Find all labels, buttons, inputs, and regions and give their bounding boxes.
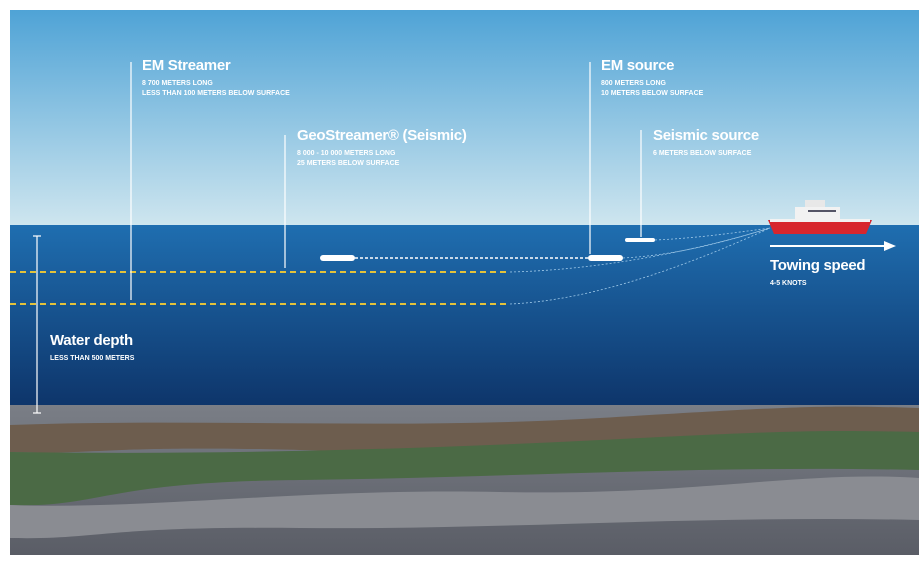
label-detail: 6 METERS BELOW SURFACE <box>653 150 752 157</box>
label-detail: 8 000 - 10 000 METERS LONG <box>297 150 396 157</box>
background <box>10 10 919 555</box>
label-detail: 25 METERS BELOW SURFACE <box>297 160 400 167</box>
label-title: Seismic source <box>653 127 759 144</box>
label-detail: 10 METERS BELOW SURFACE <box>601 90 704 97</box>
label-title: GeoStreamer® (Seismic) <box>297 127 467 144</box>
label-title: Water depth <box>50 332 133 349</box>
label-detail: 8 700 METERS LONG <box>142 80 213 87</box>
label-detail: 800 METERS LONG <box>601 80 667 87</box>
label-title: EM Streamer <box>142 57 231 74</box>
label-title: EM source <box>601 57 674 74</box>
label-detail: 4-5 KNOTS <box>770 280 807 287</box>
label-detail: LESS THAN 500 METERS <box>50 355 135 362</box>
label-detail: LESS THAN 100 METERS BELOW SURFACE <box>142 90 290 97</box>
label-title: Towing speed <box>770 257 865 274</box>
equipment <box>10 62 896 414</box>
ship <box>768 200 872 234</box>
labels: EM Streamer 8 700 METERS LONG LESS THAN 10… <box>50 57 866 362</box>
